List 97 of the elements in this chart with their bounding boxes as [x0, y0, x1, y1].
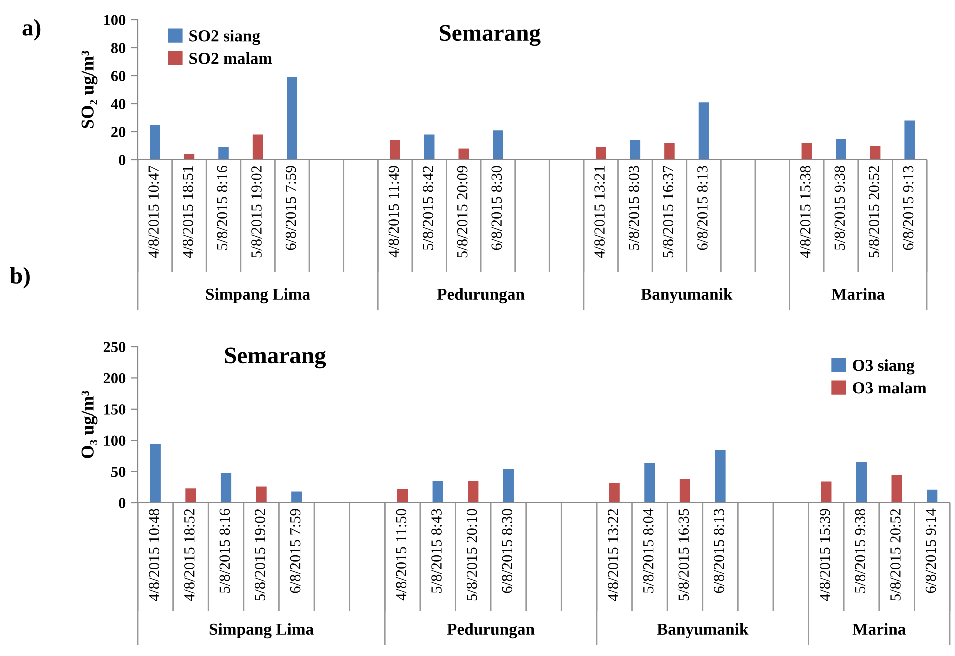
- text: Banyumanik: [641, 288, 733, 304]
- bar: [432, 481, 444, 503]
- x-tick-label: 6/8/2015 7:59: [286, 166, 296, 250]
- text: Simpang Lima: [210, 623, 314, 639]
- bar: [424, 134, 435, 160]
- bar: [892, 476, 902, 503]
- legend-label: O3 siang: [853, 359, 915, 375]
- x-tick-label: 6/8/2015 7:59: [290, 509, 301, 594]
- bar: [252, 134, 264, 160]
- x-tick-label: 4/8/2015 15:38: [800, 166, 811, 258]
- y-tick-label: 200: [104, 373, 126, 384]
- text: Pedurungan: [447, 623, 535, 639]
- bar: [256, 486, 267, 503]
- x-tick-label: 4/8/2015 18:51: [182, 166, 194, 258]
- text: Banyumanik: [657, 623, 749, 638]
- bar: [802, 143, 812, 160]
- bar: [287, 77, 298, 160]
- x-tick-label: 6/8/2015 8:30: [492, 166, 502, 250]
- legend-label: SO2 malam: [190, 52, 272, 64]
- bar: [630, 140, 641, 160]
- y-tick-label: 80: [111, 43, 126, 54]
- bar: [468, 481, 479, 503]
- bar: [218, 147, 229, 160]
- bar: [609, 483, 620, 503]
- text: Marina: [852, 623, 906, 636]
- x-tick-label: 5/8/2015 9:38: [855, 509, 866, 593]
- bar: [292, 492, 302, 503]
- x-tick-label: 5/8/2015 8:03: [628, 166, 640, 250]
- x-tick-label: 4/8/2015 11:49: [388, 166, 400, 258]
- y-tick-label: 150: [104, 404, 126, 415]
- text: b): [10, 267, 30, 289]
- x-tick-label: 5/8/2015 8:04: [643, 508, 654, 593]
- bar: [715, 450, 726, 503]
- bar: [493, 130, 504, 160]
- y-tick-label: 0: [119, 155, 126, 166]
- bar: [644, 463, 656, 503]
- chart-title: Semarang: [440, 25, 541, 46]
- x-tick-label: 6/8/2015 9:13: [903, 166, 914, 250]
- bar: [904, 120, 915, 160]
- bar: [220, 473, 232, 503]
- bar: [596, 147, 606, 160]
- x-tick-label: 4/8/2015 11:50: [396, 509, 407, 601]
- text: Marina: [832, 288, 885, 300]
- bar: [186, 488, 196, 503]
- text: Pedurungan: [437, 288, 525, 304]
- text: Simpang Lima: [206, 288, 310, 304]
- x-tick-label: 4/8/2015 13:22: [608, 509, 618, 602]
- x-tick-label: 6/8/2015 8:30: [502, 509, 513, 594]
- x-tick-label: 5/8/2015 8:16: [217, 166, 228, 250]
- y-tick-label: 0: [119, 498, 126, 508]
- bar: [698, 102, 710, 160]
- y-tick-label: 100: [104, 15, 126, 26]
- y-tick-label: 50: [112, 466, 126, 478]
- y-tick-label: 100: [104, 436, 126, 446]
- bar: [150, 125, 160, 160]
- chart-title: Semarang: [225, 348, 326, 369]
- bar: [836, 139, 846, 160]
- x-tick-label: 6/8/2015 9:14: [926, 508, 936, 594]
- bar: [503, 469, 514, 503]
- x-tick-label: 5/8/2015 20:10: [466, 509, 478, 601]
- bar: [150, 444, 161, 503]
- x-tick-label: 4/8/2015 15:39: [820, 509, 830, 602]
- y-tick-label: 60: [111, 71, 126, 82]
- text: a): [22, 19, 41, 41]
- bar: [821, 482, 832, 503]
- x-tick-label: 4/8/2015 13:21: [594, 166, 605, 258]
- y-tick-label: 20: [112, 127, 126, 138]
- x-tick-label: 5/8/2015 20:52: [869, 166, 880, 258]
- legend-label: O3 malam: [853, 382, 927, 394]
- x-tick-label: 6/8/2015 8:13: [714, 509, 724, 594]
- x-tick-label: 6/8/2015 8:13: [698, 166, 708, 250]
- x-tick-label: 5/8/2015 19:02: [252, 166, 262, 258]
- x-tick-label: 5/8/2015 20:09: [457, 166, 468, 258]
- bar: [870, 146, 881, 160]
- bar: [927, 490, 938, 503]
- bar: [664, 143, 675, 160]
- y-axis-title: O₃ ug/m³: [82, 391, 98, 458]
- y-axis-title: SO₂ ug/m³: [82, 51, 98, 128]
- y-tick-label: 40: [111, 99, 126, 110]
- bar: [680, 479, 691, 503]
- bar: [397, 489, 408, 503]
- legend-label: SO2 siang: [190, 30, 260, 46]
- x-tick-label: 5/8/2015 8:43: [432, 509, 442, 593]
- x-tick-label: 5/8/2015 8:16: [220, 509, 230, 593]
- x-tick-label: 5/8/2015 16:35: [678, 509, 690, 601]
- x-tick-label: 5/8/2015 19:02: [255, 509, 266, 601]
- x-tick-label: 4/8/2015 18:52: [184, 509, 195, 602]
- y-tick-label: 250: [104, 342, 126, 352]
- bar: [390, 140, 400, 160]
- bar: [458, 148, 470, 160]
- bar: [856, 462, 868, 503]
- x-tick-label: 5/8/2015 9:38: [834, 166, 846, 250]
- x-tick-label: 5/8/2015 16:37: [663, 166, 674, 258]
- x-tick-label: 4/8/2015 10:47: [148, 166, 160, 258]
- x-tick-label: 5/8/2015 8:42: [423, 166, 434, 250]
- x-tick-label: 4/8/2015 10:48: [149, 509, 160, 602]
- x-tick-label: 5/8/2015 20:52: [890, 509, 901, 601]
